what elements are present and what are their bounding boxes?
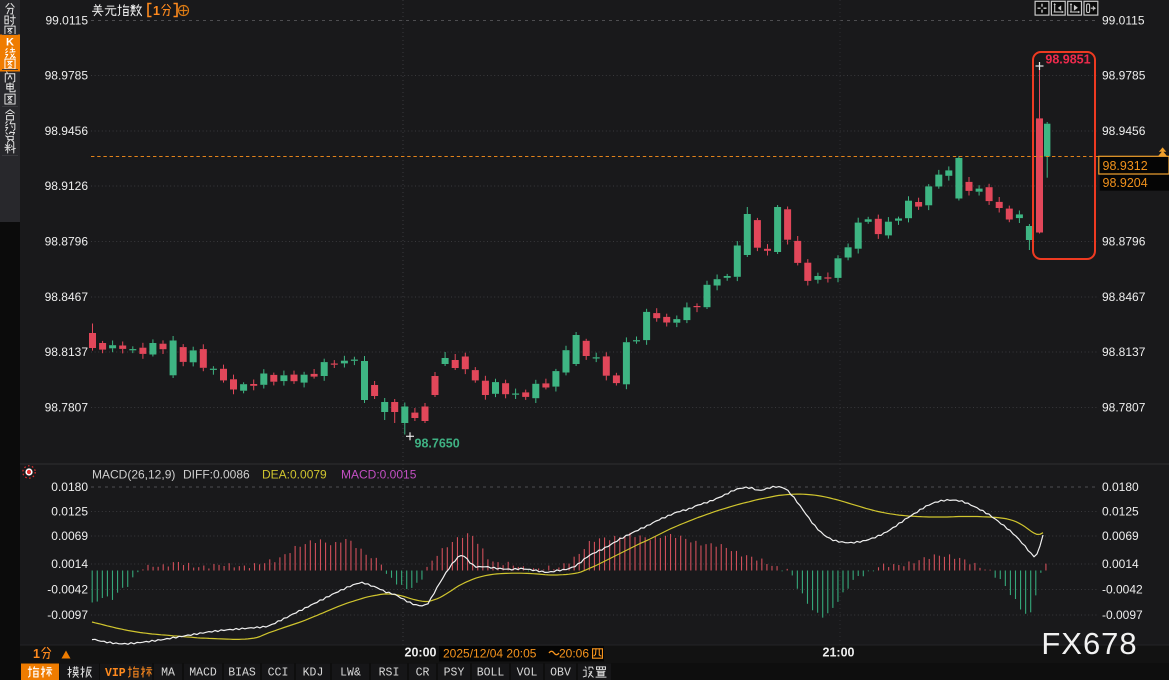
svg-text:98.7650: 98.7650: [415, 437, 460, 451]
svg-text:MACD:0.0015: MACD:0.0015: [341, 468, 417, 482]
svg-text:RSI: RSI: [379, 667, 400, 680]
svg-text:98.8796: 98.8796: [45, 235, 89, 249]
svg-text:21:00: 21:00: [823, 646, 855, 660]
svg-text:K: K: [6, 37, 14, 49]
svg-text:MACD: MACD: [189, 667, 217, 680]
svg-text:1: 1: [153, 4, 160, 18]
svg-text:BIAS: BIAS: [228, 667, 256, 680]
svg-text:98.9785: 98.9785: [1102, 69, 1146, 83]
svg-text:-0.0097: -0.0097: [1102, 608, 1143, 622]
svg-text:0.0125: 0.0125: [51, 505, 88, 519]
svg-text:98.7807: 98.7807: [1102, 401, 1146, 415]
svg-text:MACD(26,12,9): MACD(26,12,9): [92, 468, 175, 482]
svg-text:0.0014: 0.0014: [51, 557, 88, 571]
svg-text:VIP: VIP: [105, 667, 126, 680]
svg-text:VOL: VOL: [517, 667, 538, 680]
svg-text:0.0014: 0.0014: [1102, 557, 1139, 571]
svg-text:0.0125: 0.0125: [1102, 505, 1139, 519]
svg-text:FX678: FX678: [1041, 626, 1137, 661]
svg-text:0.0069: 0.0069: [51, 529, 88, 543]
svg-text:98.9456: 98.9456: [1102, 124, 1146, 138]
svg-text:2025/12/04 20:05: 2025/12/04 20:05: [443, 647, 537, 661]
svg-text:OBV: OBV: [550, 667, 571, 680]
svg-text:98.9785: 98.9785: [45, 69, 89, 83]
svg-text:98.8137: 98.8137: [45, 345, 89, 359]
svg-text:98.7807: 98.7807: [45, 401, 89, 415]
svg-text:PSY: PSY: [444, 667, 465, 680]
svg-text:KDJ: KDJ: [303, 667, 324, 680]
svg-text:99.0115: 99.0115: [46, 14, 89, 28]
svg-text:98.9851: 98.9851: [1045, 53, 1090, 67]
svg-text:CCI: CCI: [268, 667, 289, 680]
svg-text:CR: CR: [416, 667, 430, 680]
svg-text:DIFF:0.0086: DIFF:0.0086: [183, 468, 250, 482]
svg-text:98.9312: 98.9312: [1103, 159, 1148, 173]
svg-text:98.9204: 98.9204: [1103, 176, 1148, 190]
svg-text:20:06: 20:06: [559, 647, 589, 661]
svg-text:LW&: LW&: [340, 667, 361, 680]
svg-text:-0.0042: -0.0042: [1102, 583, 1143, 597]
svg-text:-0.0042: -0.0042: [47, 583, 88, 597]
svg-text:98.9456: 98.9456: [45, 124, 89, 138]
svg-text:BOLL: BOLL: [477, 667, 505, 680]
svg-text:DEA:0.0079: DEA:0.0079: [262, 468, 327, 482]
svg-text:98.8467: 98.8467: [45, 290, 89, 304]
svg-text:99.0115: 99.0115: [1102, 14, 1145, 28]
svg-text:MA: MA: [161, 667, 175, 680]
svg-text:0.0180: 0.0180: [51, 480, 88, 494]
svg-text:98.8137: 98.8137: [1102, 345, 1146, 359]
svg-text:98.8796: 98.8796: [1102, 235, 1146, 249]
svg-text:98.9126: 98.9126: [45, 179, 89, 193]
svg-text:20:00: 20:00: [405, 646, 437, 660]
svg-text:0.0069: 0.0069: [1102, 529, 1139, 543]
svg-text:1: 1: [33, 647, 40, 661]
svg-text:98.8467: 98.8467: [1102, 290, 1146, 304]
svg-text:0.0180: 0.0180: [1102, 480, 1139, 494]
svg-text:-0.0097: -0.0097: [47, 608, 88, 622]
